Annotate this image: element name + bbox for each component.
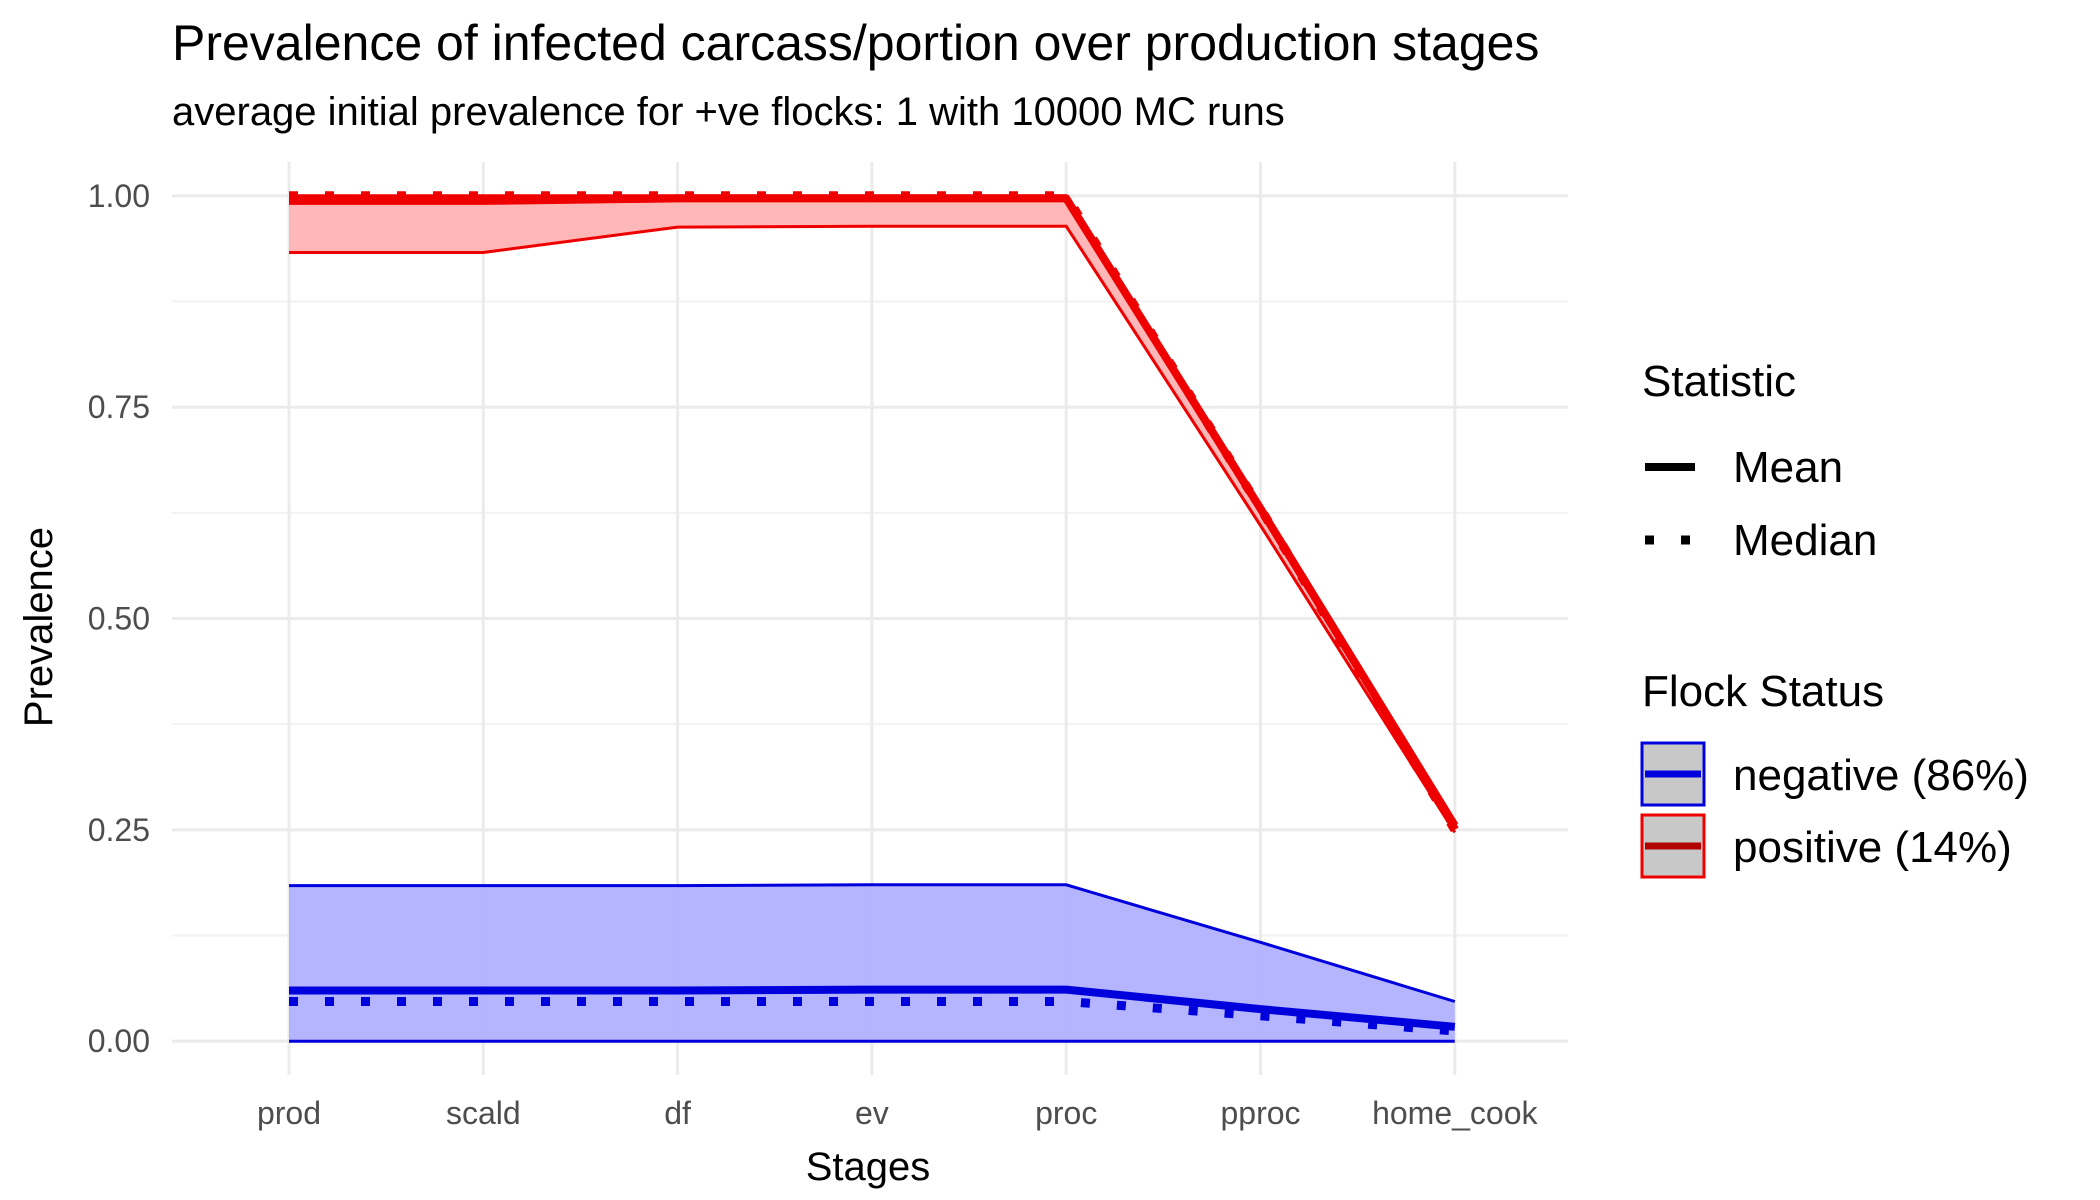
x-tick-label: prod — [257, 1095, 321, 1131]
x-tick-label: pproc — [1220, 1095, 1300, 1131]
ribbon-negative — [289, 884, 1455, 1042]
chart-title: Prevalence of infected carcass/portion o… — [172, 15, 1539, 71]
median-line-negative — [289, 997, 1456, 1036]
x-tick-label: df — [664, 1095, 691, 1131]
x-tick-label: scald — [446, 1095, 521, 1131]
statistic-lines — [289, 191, 1459, 1036]
x-tick-labels: prod scald df ev proc pproc home_cook — [257, 1095, 1539, 1131]
legend-label-positive: positive (14%) — [1733, 823, 2012, 872]
x-tick-label: ev — [855, 1095, 889, 1131]
legend-label-mean: Mean — [1733, 443, 1843, 492]
y-axis-title: Prevalence — [17, 527, 61, 727]
upper-bound-negative — [289, 883, 1456, 1003]
y-tick-label: 0.50 — [88, 601, 150, 637]
chart-subtitle: average initial prevalence for +ve flock… — [172, 90, 1285, 134]
x-tick-label: proc — [1035, 1095, 1097, 1131]
legend-title-statistic: Statistic — [1642, 357, 1796, 406]
mean-line-negative — [289, 985, 1456, 1031]
x-axis-title: Stages — [806, 1145, 931, 1189]
legend-label-median: Median — [1733, 516, 1877, 565]
legend: Statistic Mean Median Flock Status negat… — [1640, 357, 2029, 879]
y-tick-label: 0.25 — [88, 812, 150, 848]
mean-line-positive — [289, 194, 1459, 828]
x-tick-label: home_cook — [1372, 1095, 1538, 1131]
y-tick-label: 0.00 — [88, 1023, 150, 1059]
legend-title-flock: Flock Status — [1642, 667, 1884, 716]
lower-bound-positive — [289, 224, 1457, 834]
y-tick-label: 1.00 — [88, 178, 150, 214]
y-tick-label: 0.75 — [88, 389, 150, 425]
legend-label-negative: negative (86%) — [1733, 751, 2029, 800]
y-tick-labels: 0.00 0.25 0.50 0.75 1.00 — [88, 178, 150, 1059]
